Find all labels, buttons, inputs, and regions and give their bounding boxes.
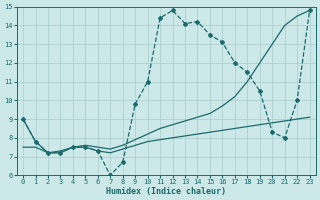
- X-axis label: Humidex (Indice chaleur): Humidex (Indice chaleur): [106, 187, 226, 196]
